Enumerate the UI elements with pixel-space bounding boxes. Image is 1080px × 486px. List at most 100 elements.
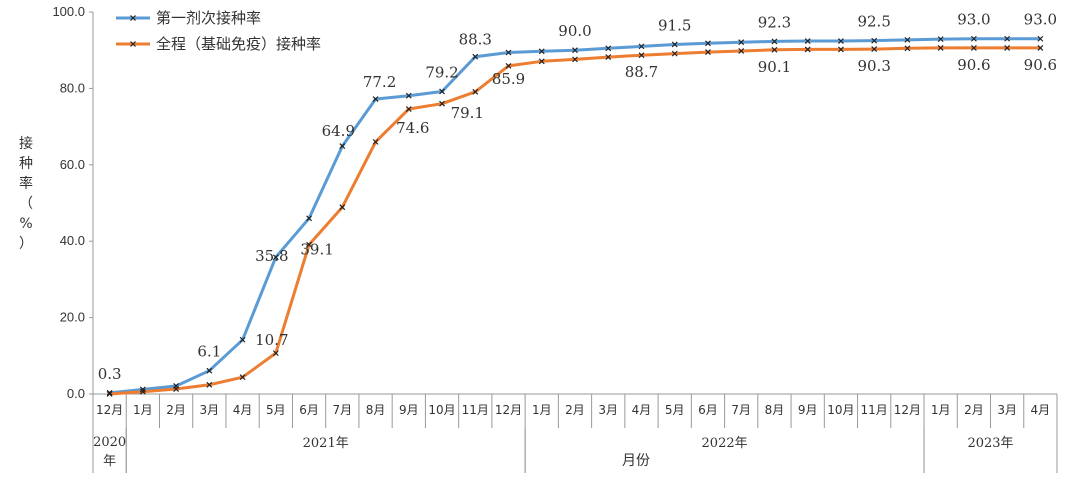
x-tick-label: 4月 [233,403,253,417]
data-label: 92.5 [857,13,890,31]
data-point-marker [904,45,911,52]
x-tick-label: 6月 [698,403,718,417]
x-tick-label: 8月 [765,403,785,417]
data-point-marker [439,100,445,107]
data-point-marker [472,53,479,60]
x-tick-label: 10月 [827,403,854,417]
year-label: 2021年 [303,436,349,451]
data-point-marker [871,46,878,52]
y-axis-title: 接种率 （% ） [19,135,33,252]
series-line-2 [109,46,1041,396]
data-point-marker [638,43,645,50]
x-tick-label: 5月 [665,403,685,417]
x-tick-label: 11月 [462,403,489,417]
x-tick-label: 12月 [96,403,123,417]
year-label: 2023年 [967,436,1013,451]
data-label: 93.0 [957,11,990,29]
x-tick-label: 7月 [332,403,352,417]
data-point-marker [804,38,811,44]
legend-label: 第一剂次接种率 [156,9,261,27]
data-point-marker [239,374,246,381]
x-tick-label: 12月 [894,403,921,417]
data-label: 0.3 [98,365,122,383]
x-tick-label: 12月 [495,403,522,417]
data-point-marker [405,92,412,99]
x-axis: 12月 1月 2月 3月 4月 5月 6月 7月 8月 9月 10月 11月 12月 1月 2月 3月 4月 5月… [92,394,1058,473]
x-tick-label: 11月 [861,403,888,417]
y-tick-label: 0.0 [67,386,85,401]
data-point-marker [572,47,578,54]
x-tick-label: 7月 [731,403,751,417]
data-point-marker [206,381,213,388]
data-label: 92.3 [758,13,791,31]
x-tick-label: 3月 [200,403,220,417]
data-point-marker [572,56,578,63]
data-label: 6.1 [197,343,221,361]
data-point-marker [771,46,778,53]
data-point-marker [339,204,346,211]
data-point-marker [472,88,479,95]
legend-label: 全程（基础免疫）接种率 [156,35,321,53]
data-label: 74.6 [396,119,429,137]
y-tick-label: 100.0 [52,4,85,19]
y-axis-ticks: 0.0 20.0 40.0 60.0 80.0 100.0 [52,4,93,401]
x-tick-label: 4月 [632,403,652,417]
data-label: 88.7 [625,63,658,81]
data-label: 90.0 [558,22,591,40]
data-point-marker [705,40,711,47]
data-label: 93.0 [1024,11,1057,29]
legend-item: 第一剂次接种率 [116,9,261,27]
data-point-marker [970,44,977,51]
x-tick-label: 1月 [532,403,552,417]
data-point-marker [306,241,312,248]
data-point-marker [705,49,711,56]
data-point-marker [605,54,612,61]
year-label: 2020 [93,435,126,450]
data-label: 39.1 [300,241,333,259]
data-point-marker [139,388,146,395]
data-point-marker [904,36,911,43]
data-label: 88.3 [459,31,492,49]
y-tick-label: 80.0 [60,80,85,95]
y-tick-label: 20.0 [60,310,85,325]
x-tick-label: 3月 [997,403,1017,417]
y-axis-title-char: 接 [19,135,33,152]
data-label: 64.9 [322,122,355,140]
data-label: 90.1 [758,58,791,76]
year-label: 年 [103,454,116,469]
data-point-marker [838,38,844,44]
data-point-marker [871,37,878,44]
x-tick-label: 2月 [964,403,984,417]
data-point-marker [272,254,279,261]
y-axis-title-char: （ [19,196,33,212]
data-point-marker [638,52,645,59]
y-axis-title-char: % [19,216,32,232]
data-point-marker [1037,44,1044,51]
data-point-marker [538,58,545,65]
data-point-marker [671,50,678,57]
data-point-marker [372,96,379,103]
data-point-marker [339,143,346,150]
data-point-marker [1037,35,1044,42]
x-tick-label: 1月 [931,403,951,417]
data-label: 91.5 [658,16,691,34]
x-tick-label: 3月 [598,403,618,417]
data-point-marker [106,389,113,396]
data-point-marker [970,35,977,42]
data-point-marker [405,106,412,112]
x-tick-label: 5月 [266,403,286,417]
data-point-marker [738,48,745,54]
data-label: 79.1 [451,104,484,122]
y-axis-title-char: 种 [19,156,33,172]
x-tick-label: 10月 [428,403,455,417]
data-point-marker [505,49,512,56]
data-point-marker [173,386,180,392]
data-point-marker [206,367,213,374]
x-tick-label: 4月 [1031,403,1051,417]
data-point-marker [605,45,612,52]
data-point-marker [106,391,113,397]
data-point-marker [1004,35,1011,42]
data-label: 77.2 [363,73,396,91]
